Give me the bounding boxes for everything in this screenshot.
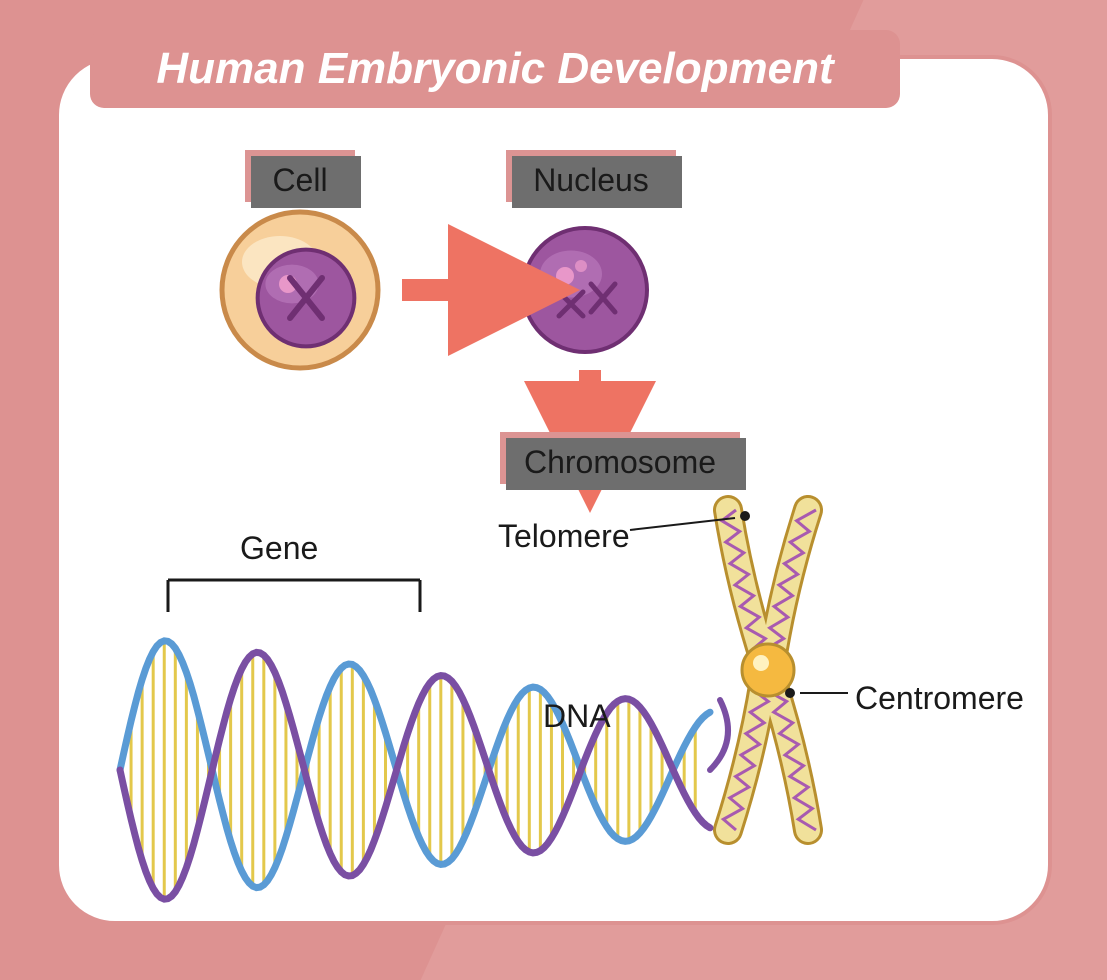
label-centromere: Centromere [855, 680, 1024, 717]
label-dna: DNA [543, 698, 611, 735]
label-chromosome: Chromosome [500, 432, 740, 484]
label-cell-text: Cell [272, 162, 327, 198]
dna-helix-icon [120, 641, 728, 899]
cell-icon [222, 212, 378, 368]
label-nucleus-text: Nucleus [533, 162, 649, 198]
chromosome-icon [722, 510, 816, 830]
outer-frame: Human Embryonic DevelopmentCellNucleusCh… [0, 0, 1107, 980]
illustration-stage [0, 0, 1107, 980]
label-cell: Cell [245, 150, 355, 202]
label-nucleus: Nucleus [506, 150, 676, 202]
nucleus-icon [523, 228, 647, 352]
gene-bracket-lines [168, 580, 420, 612]
label-telomere: Telomere [498, 518, 630, 555]
label-gene: Gene [240, 530, 318, 567]
label-chromosome-text: Chromosome [524, 444, 716, 480]
